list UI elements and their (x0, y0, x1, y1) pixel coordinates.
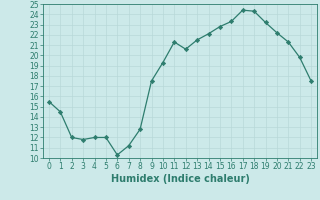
X-axis label: Humidex (Indice chaleur): Humidex (Indice chaleur) (111, 174, 249, 184)
